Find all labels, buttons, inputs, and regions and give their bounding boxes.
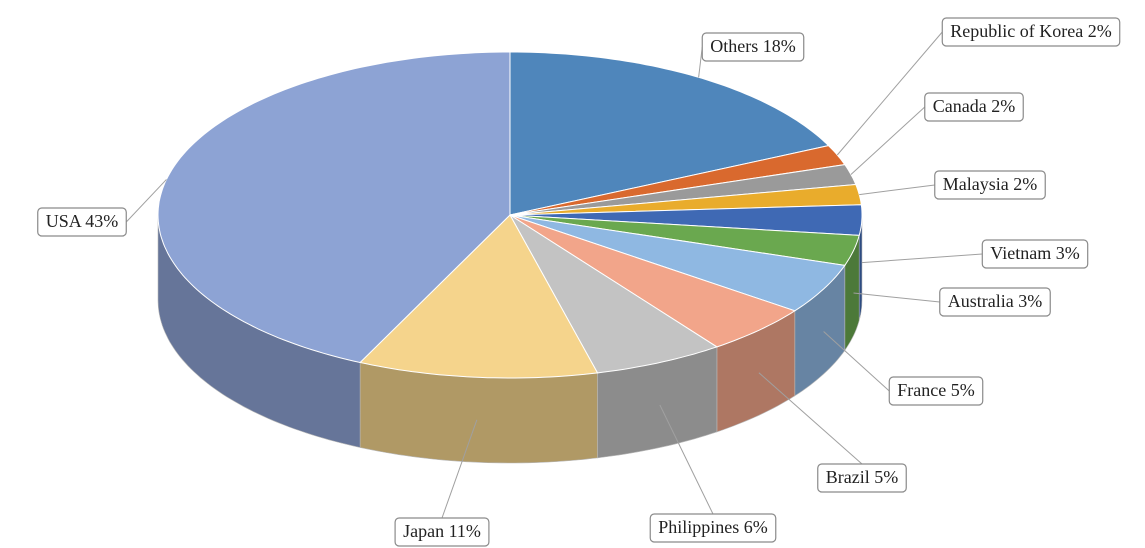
slice (509, 145, 846, 216)
leader-line (861, 253, 983, 264)
data-label: Republic of Korea 2% (941, 17, 1121, 47)
leader-line (850, 106, 926, 175)
leader-line (859, 184, 935, 196)
label-text: Republic of Korea 2% (950, 21, 1111, 41)
label-text: Canada 2% (933, 96, 1015, 116)
data-label: Brazil 5% (817, 463, 907, 493)
slice (509, 164, 857, 216)
leader-line (836, 31, 943, 156)
slice (157, 51, 511, 364)
slice (509, 183, 862, 216)
data-label: Japan 11% (394, 517, 490, 547)
label-text: Japan 11% (403, 521, 481, 541)
label-box (888, 376, 984, 406)
label-box (817, 463, 907, 493)
slice (509, 214, 719, 374)
side-walls (157, 214, 863, 464)
slice (509, 214, 860, 266)
data-label: Malaysia 2% (934, 170, 1046, 200)
label-text: USA 43% (46, 211, 119, 231)
slice (359, 214, 599, 379)
label-box (649, 513, 777, 543)
label-text: Others 18% (710, 36, 795, 56)
slice (509, 204, 863, 236)
label-text: Vietnam 3% (990, 243, 1079, 263)
label-box (924, 92, 1024, 122)
leader-line (659, 404, 714, 515)
data-label: Australia 3% (939, 287, 1051, 317)
leader-line (823, 331, 890, 392)
data-label: Philippines 6% (649, 513, 777, 543)
data-label: USA 43% (37, 207, 127, 237)
label-box (701, 32, 805, 62)
label-text: Philippines 6% (658, 517, 768, 537)
slices (157, 51, 863, 379)
data-label: France 5% (888, 376, 984, 406)
label-text: France 5% (897, 380, 974, 400)
leader-line (441, 419, 478, 519)
label-box (394, 517, 490, 547)
label-box (981, 239, 1089, 269)
label-text: Brazil 5% (826, 467, 898, 487)
data-label: Vietnam 3% (981, 239, 1089, 269)
data-label: Canada 2% (924, 92, 1024, 122)
leader-line (758, 372, 863, 465)
label-text: Malaysia 2% (943, 174, 1037, 194)
leader-line (125, 179, 167, 223)
leader-line (698, 46, 703, 78)
slice (509, 214, 846, 312)
label-text: Australia 3% (948, 291, 1042, 311)
label-box (939, 287, 1051, 317)
slice (509, 214, 796, 348)
label-box (941, 17, 1121, 47)
data-label: Others 18% (701, 32, 805, 62)
label-box (934, 170, 1046, 200)
leader-line (853, 292, 940, 303)
label-box (37, 207, 127, 237)
